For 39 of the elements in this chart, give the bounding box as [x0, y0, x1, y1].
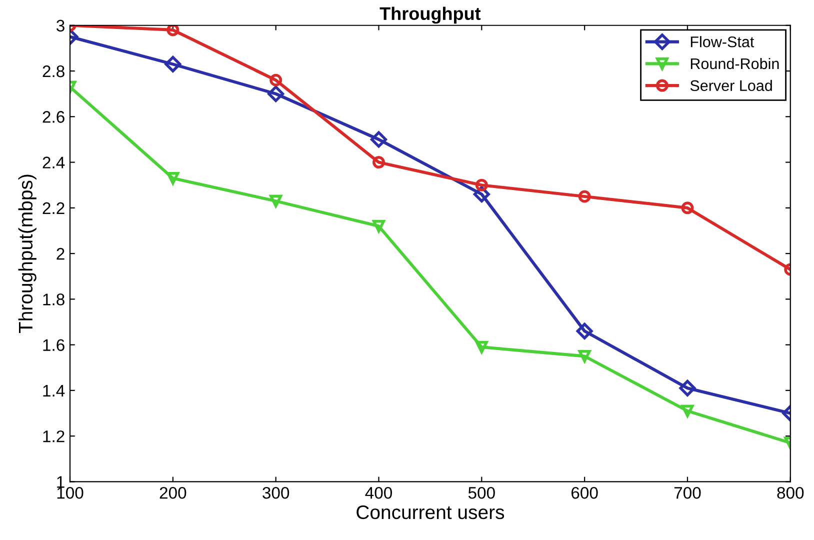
y-tick-label: 1.8 — [43, 294, 64, 306]
x-tick-label: 500 — [468, 486, 495, 499]
x-tick-label: 600 — [572, 486, 598, 499]
point — [166, 25, 180, 36]
y-tick-label: 1.6 — [43, 339, 64, 351]
y-tick-label: 2 — [56, 248, 64, 260]
y-tick-label: 1 — [57, 476, 64, 488]
point — [270, 194, 282, 208]
y-tick-label: 3 — [56, 20, 64, 32]
point — [679, 380, 696, 396]
y-axis-title: Throughput(mbps) — [18, 174, 36, 334]
legend-label: Server Load — [690, 80, 772, 92]
chart-title: Throughput — [380, 6, 481, 24]
y-tick-label: 2.4 — [42, 156, 65, 168]
point — [578, 190, 591, 203]
legend-label: Flow-Stat — [690, 36, 754, 48]
point — [164, 56, 182, 72]
x-tick-label: 100 — [57, 486, 84, 499]
y-tick-label: 1.4 — [43, 384, 65, 396]
x-tick-label: 300 — [262, 486, 290, 499]
point — [372, 156, 385, 169]
point — [576, 322, 593, 340]
y-tick-label: 2.6 — [42, 111, 64, 123]
y-tick-label: 1.2 — [43, 430, 64, 442]
x-tick-label: 400 — [365, 486, 392, 499]
point — [681, 404, 694, 418]
point — [475, 178, 488, 192]
x-tick-label: 200 — [160, 486, 186, 499]
x-axis-title: Concurrent users — [356, 505, 504, 520]
x-tick-label: 700 — [674, 486, 701, 499]
point — [681, 202, 694, 214]
point — [370, 131, 388, 148]
point — [475, 340, 488, 354]
x-tick-label: 800 — [777, 486, 804, 499]
point — [268, 86, 284, 102]
point — [270, 74, 282, 86]
legend-label: Round-Robin — [690, 58, 779, 70]
y-tick-label: 2.8 — [42, 65, 64, 78]
y-tick-label: 2.2 — [42, 202, 64, 214]
